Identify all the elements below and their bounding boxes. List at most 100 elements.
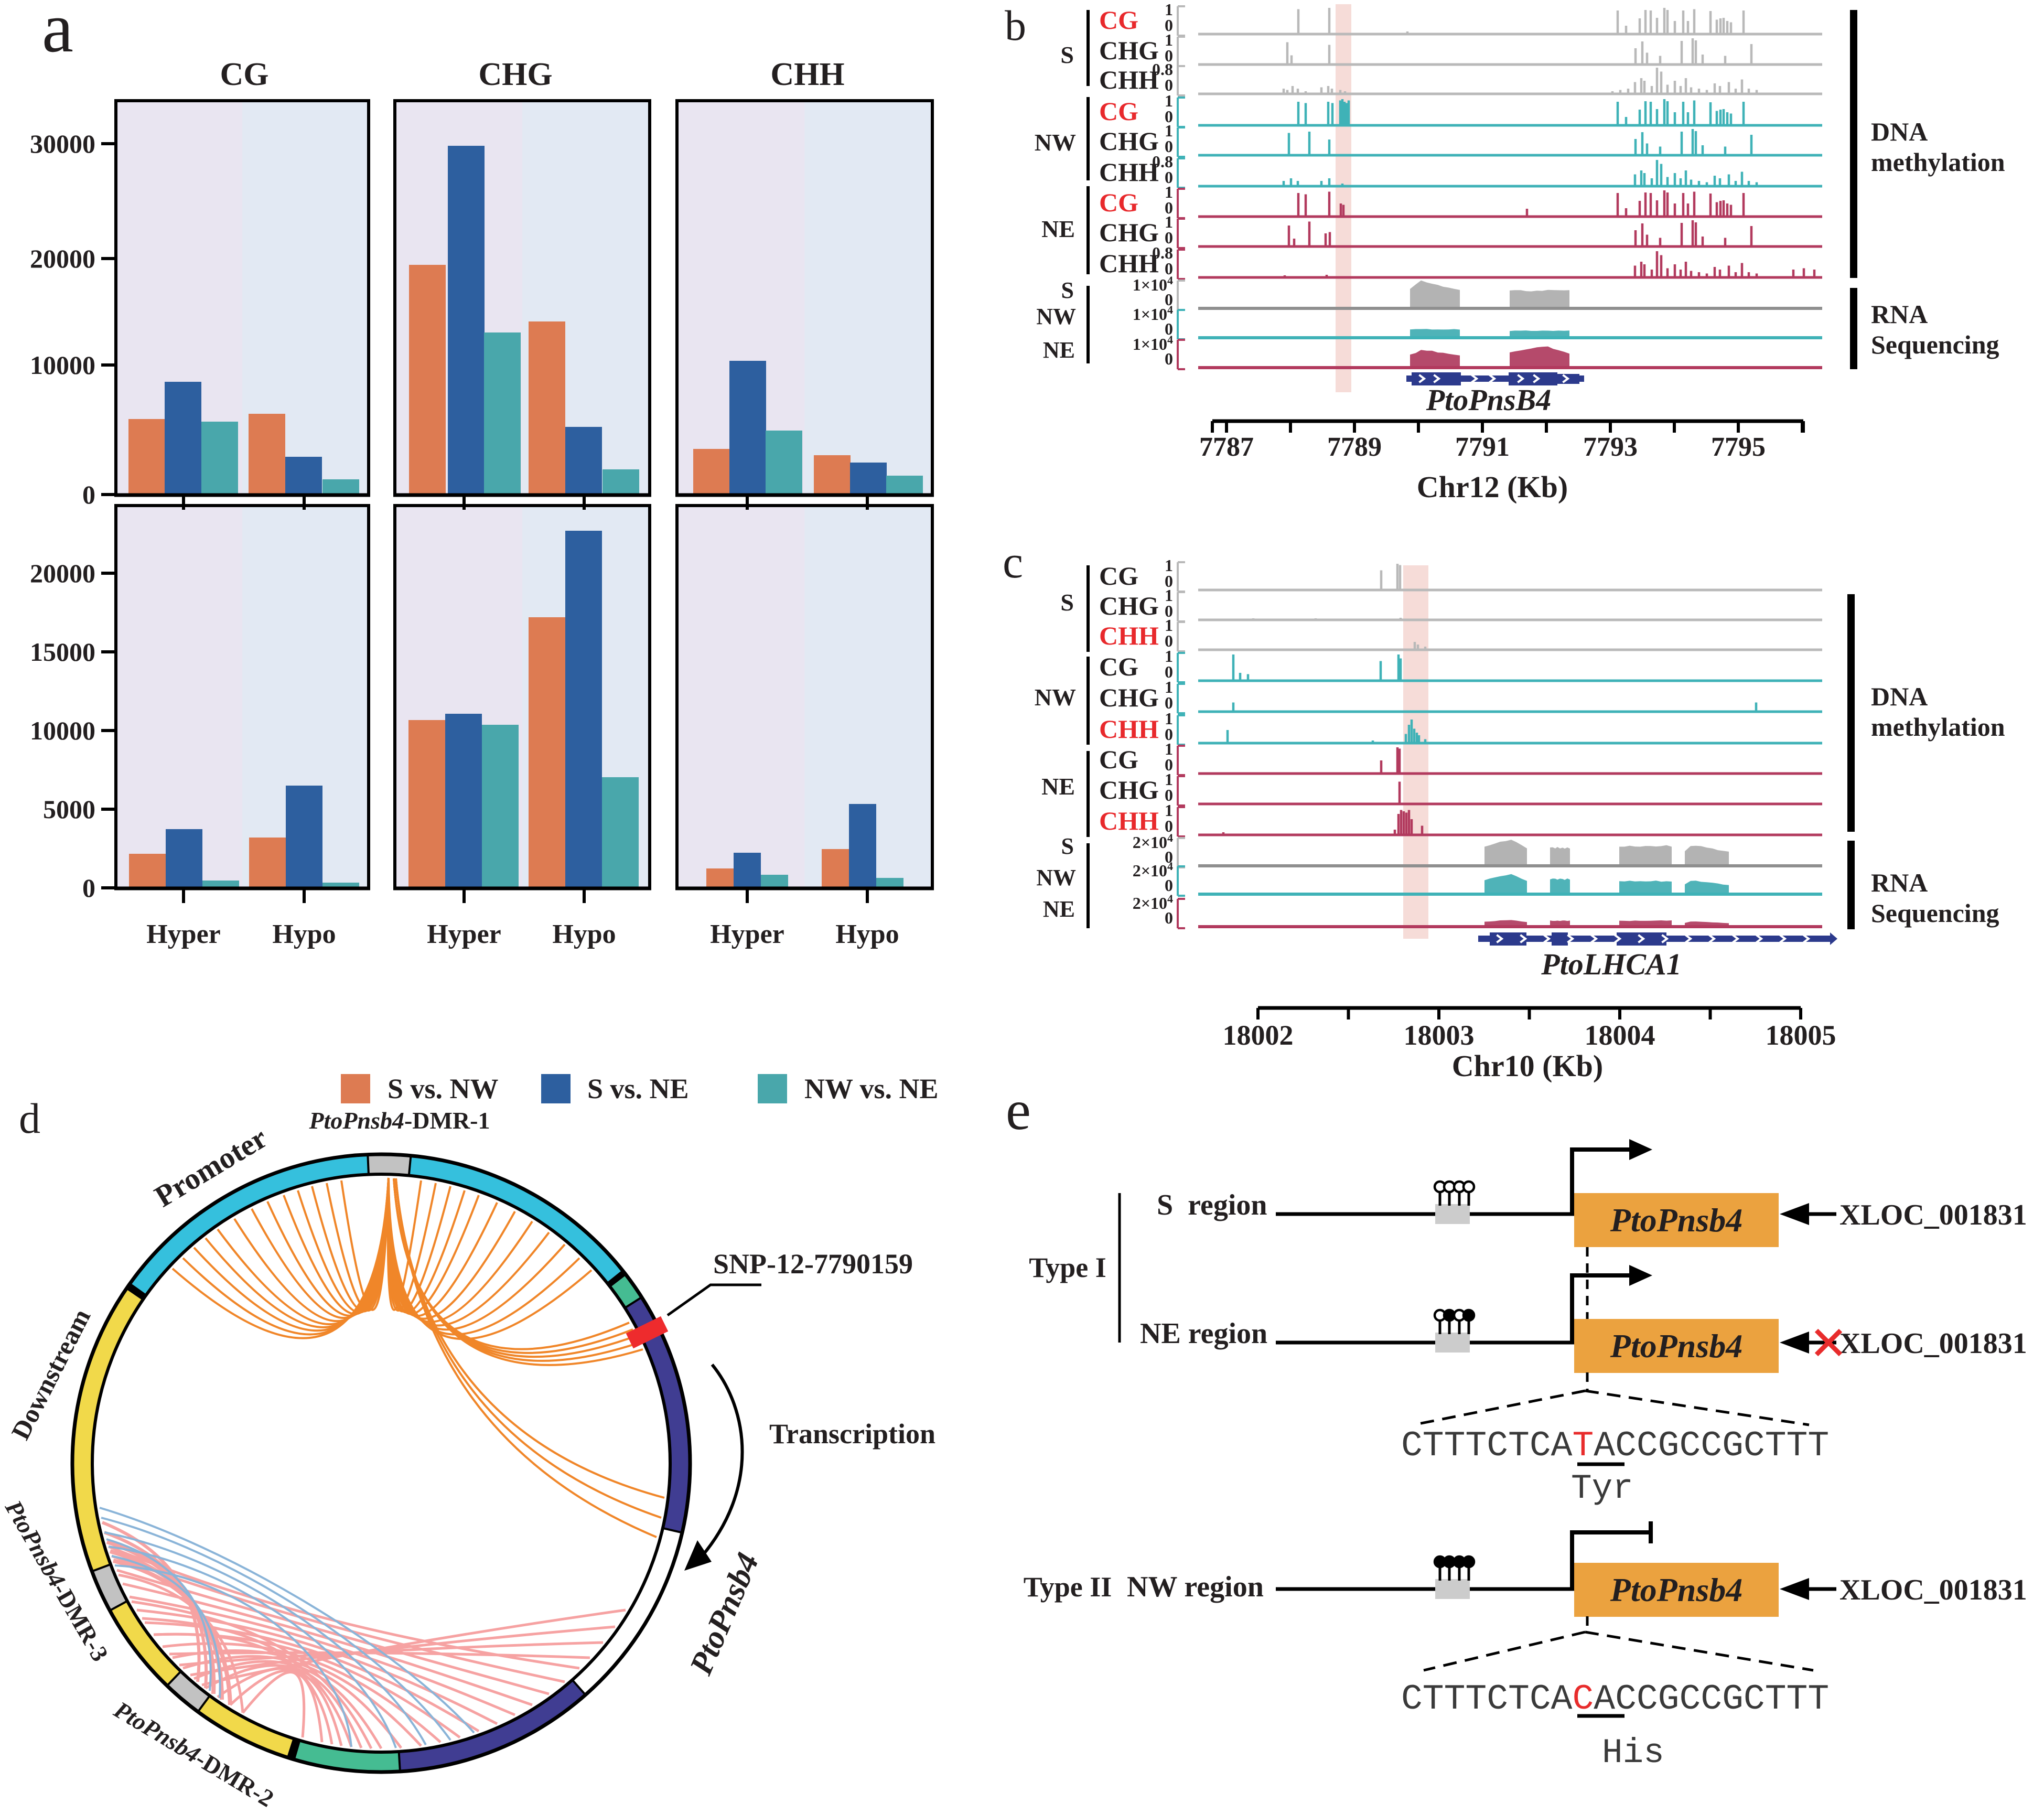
svg-text:Hypo: Hypo [835, 919, 899, 949]
svg-text:0.8: 0.8 [1152, 243, 1173, 262]
svg-text:1: 1 [1165, 616, 1173, 635]
svg-text:NW: NW [1036, 304, 1076, 329]
svg-text:Hypo: Hypo [552, 919, 616, 949]
svg-text:1: 1 [1165, 647, 1173, 666]
svg-text:methylation: methylation [1871, 712, 2005, 742]
svg-text:1: 1 [1165, 739, 1173, 758]
svg-text:CG: CG [1099, 5, 1138, 35]
svg-text:Hyper: Hyper [710, 919, 784, 949]
svg-text:0: 0 [1165, 46, 1173, 65]
svg-text:0: 0 [1165, 228, 1173, 247]
svg-text:NW vs. NE: NW vs. NE [804, 1073, 939, 1104]
svg-text:CHG: CHG [1099, 218, 1159, 247]
svg-text:1×104: 1×104 [1133, 274, 1173, 294]
svg-text:CG: CG [1099, 561, 1138, 591]
svg-text:CHG: CHG [1099, 775, 1159, 804]
svg-text:a: a [42, 0, 73, 67]
svg-text:XLOC_001831: XLOC_001831 [1839, 1199, 2027, 1231]
svg-text:d: d [19, 1094, 40, 1142]
svg-text:S: S [1060, 589, 1074, 616]
svg-text:1: 1 [1165, 91, 1173, 110]
svg-text:c: c [1003, 537, 1023, 588]
svg-text:Chr12 (Kb): Chr12 (Kb) [1417, 470, 1568, 504]
svg-text:2×104: 2×104 [1133, 831, 1173, 852]
svg-text:CG: CG [220, 57, 269, 92]
svg-text:1: 1 [1165, 709, 1173, 728]
svg-text:0: 0 [1165, 290, 1173, 309]
svg-text:0: 0 [1165, 16, 1173, 35]
svg-text:CHH: CHH [1099, 621, 1159, 650]
svg-text:0: 0 [1165, 349, 1173, 368]
svg-text:2×104: 2×104 [1133, 892, 1173, 913]
svg-text:0: 0 [1165, 198, 1173, 217]
svg-text:18002: 18002 [1223, 1019, 1294, 1051]
svg-text:0: 0 [1165, 847, 1173, 866]
svg-text:0.8: 0.8 [1152, 152, 1173, 171]
svg-text:18003: 18003 [1404, 1019, 1475, 1051]
svg-text:Transcription: Transcription [769, 1418, 935, 1450]
svg-text:18005: 18005 [1766, 1019, 1836, 1051]
svg-text:7791: 7791 [1455, 432, 1510, 462]
svg-text:Type II: Type II [1024, 1571, 1112, 1603]
svg-text:1×104: 1×104 [1133, 333, 1173, 353]
svg-text:1: 1 [1165, 212, 1173, 231]
svg-text:30000: 30000 [30, 129, 95, 158]
svg-text:PtoPnsb4: PtoPnsb4 [1610, 1571, 1742, 1608]
svg-text:Tyr: Tyr [1571, 1469, 1633, 1508]
svg-text:0: 0 [1165, 572, 1173, 591]
svg-text:PtoPnsb4-DMR-1: PtoPnsb4-DMR-1 [309, 1107, 490, 1134]
svg-text:RNA: RNA [1871, 299, 1928, 329]
svg-text:S vs. NE: S vs. NE [587, 1073, 689, 1104]
svg-text:XLOC_001831: XLOC_001831 [1839, 1327, 2027, 1360]
svg-text:0: 0 [1165, 876, 1173, 895]
svg-text:0: 0 [1165, 725, 1173, 744]
svg-text:methylation: methylation [1871, 147, 2005, 177]
svg-text:CG: CG [1099, 652, 1138, 681]
svg-text:1: 1 [1165, 586, 1173, 605]
svg-text:1×104: 1×104 [1133, 303, 1173, 324]
svg-text:5000: 5000 [43, 795, 95, 824]
svg-text:1: 1 [1165, 678, 1173, 696]
svg-text:0: 0 [1165, 168, 1173, 187]
svg-text:7789: 7789 [1327, 432, 1382, 462]
svg-text:CG: CG [1099, 96, 1138, 126]
svg-text:0: 0 [1165, 631, 1173, 650]
svg-text:RNA: RNA [1871, 868, 1928, 897]
svg-text:0: 0 [1165, 259, 1173, 278]
svg-text:0: 0 [82, 873, 95, 903]
svg-text:NW: NW [1035, 684, 1076, 711]
svg-text:CHG: CHG [1099, 36, 1159, 65]
svg-text:NW: NW [1035, 129, 1076, 156]
svg-text:0: 0 [1165, 137, 1173, 156]
svg-text:PtoLHCA1: PtoLHCA1 [1541, 947, 1681, 981]
svg-text:b: b [1005, 2, 1026, 49]
svg-text:NE: NE [1041, 773, 1075, 800]
svg-text:18004: 18004 [1585, 1019, 1655, 1051]
svg-text:e: e [1006, 1079, 1031, 1142]
svg-text:10000: 10000 [30, 716, 95, 745]
svg-text:1: 1 [1165, 121, 1173, 140]
svg-text:Hypo: Hypo [272, 919, 336, 949]
svg-text:CHH: CHH [1099, 714, 1159, 744]
svg-text:CHG: CHG [1099, 683, 1159, 712]
svg-text:XLOC_001831: XLOC_001831 [1839, 1574, 2027, 1606]
svg-text:DNA: DNA [1871, 117, 1928, 146]
svg-text:CTTTCTCATACCGCCGCTTT: CTTTCTCATACCGCCGCTTT [1401, 1426, 1829, 1466]
svg-text:S: S [1061, 277, 1074, 303]
svg-text:CHG: CHG [1099, 591, 1159, 620]
svg-text:0: 0 [1165, 817, 1173, 835]
svg-text:0: 0 [1165, 662, 1173, 681]
svg-text:20000: 20000 [30, 244, 95, 273]
svg-text:0: 0 [1165, 786, 1173, 804]
svg-text:NW: NW [1036, 865, 1076, 890]
svg-text:7795: 7795 [1711, 432, 1766, 462]
svg-text:Sequencing: Sequencing [1871, 898, 1999, 928]
svg-text:1: 1 [1165, 556, 1173, 575]
svg-text:1: 1 [1165, 770, 1173, 789]
svg-text:1: 1 [1165, 801, 1173, 820]
svg-text:SNP-12-7790159: SNP-12-7790159 [713, 1248, 913, 1280]
svg-text:1: 1 [1165, 30, 1173, 49]
svg-text:0: 0 [1165, 107, 1173, 126]
svg-text:Sequencing: Sequencing [1871, 330, 1999, 359]
svg-text:CHH: CHH [1099, 249, 1159, 278]
